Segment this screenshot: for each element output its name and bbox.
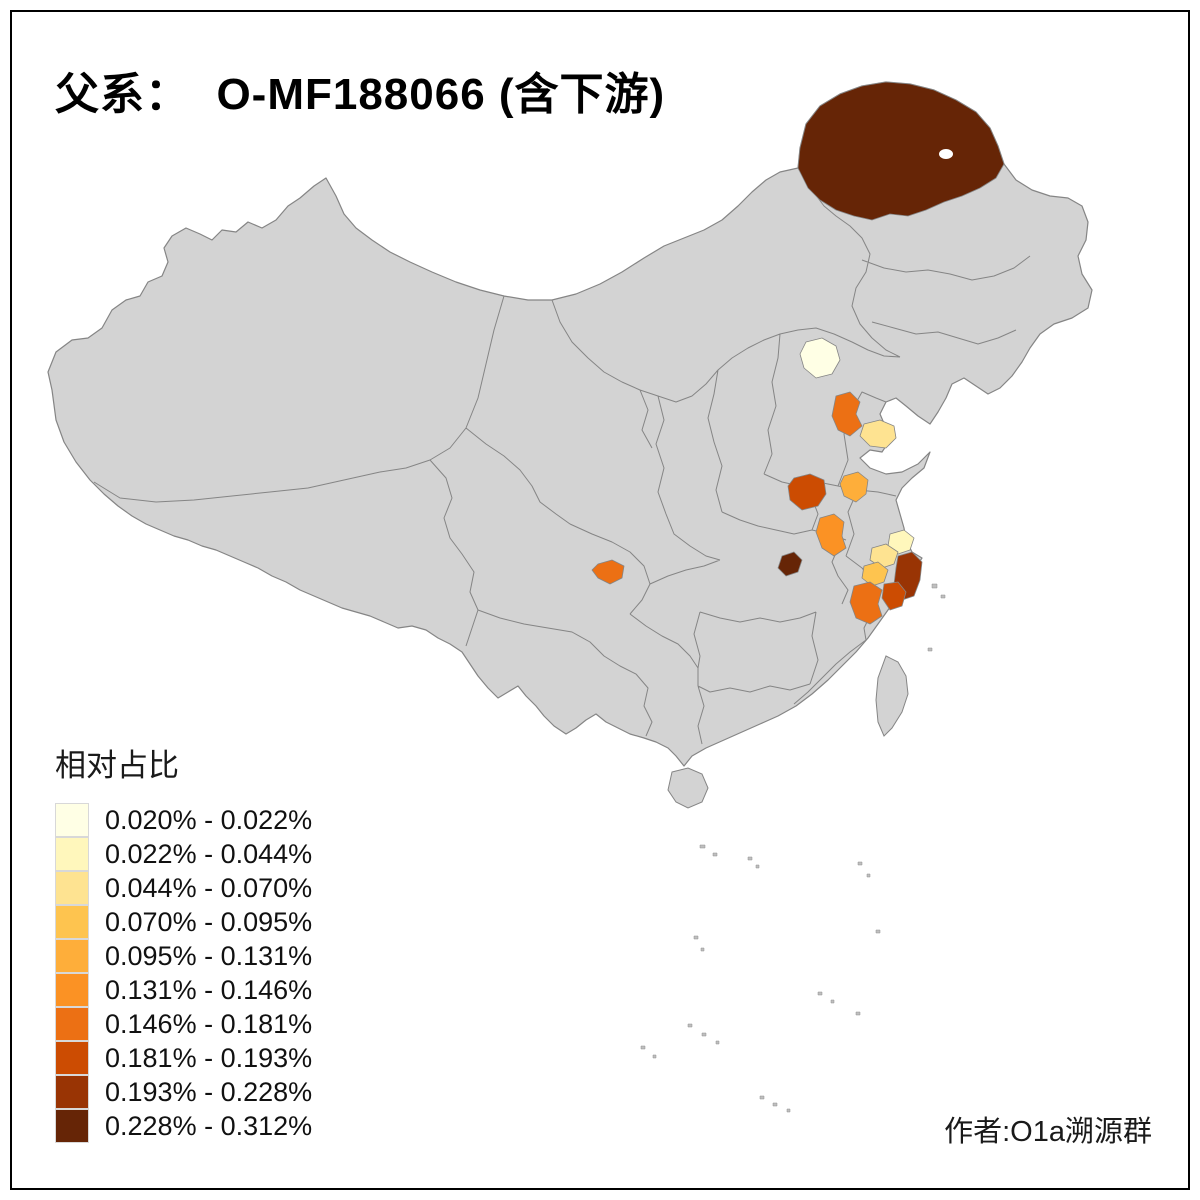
legend-row: 0.131% - 0.146%: [55, 973, 312, 1007]
legend-label: 0.070% - 0.095%: [105, 906, 313, 937]
legend-row: 0.228% - 0.312%: [55, 1109, 312, 1143]
legend-label: 0.022% - 0.044%: [105, 838, 313, 869]
region-beijing-area: [799, 337, 841, 379]
legend-row: 0.022% - 0.044%: [55, 837, 312, 871]
region-central-anhui: [815, 513, 847, 557]
region-central-zhejiang: [881, 581, 907, 611]
scattered-islands: [640, 583, 946, 1113]
legend-label: 0.146% - 0.181%: [105, 1008, 313, 1039]
region-central-hebei: [831, 391, 863, 437]
china-mainland: [47, 81, 1093, 767]
taiwan-island: [875, 655, 909, 737]
legend-label: 0.044% - 0.070%: [105, 872, 313, 903]
page-title: 父系： O-MF188066 (含下游): [55, 70, 666, 119]
region-chongqing-area: [591, 559, 625, 585]
attribution-text: 作者:O1a溯源群: [944, 1116, 1152, 1148]
legend-label: 0.020% - 0.022%: [105, 804, 313, 835]
legend-swatch: [55, 905, 89, 939]
legend-swatch: [55, 871, 89, 905]
legend-row: 0.044% - 0.070%: [55, 871, 312, 905]
legend-label: 0.131% - 0.146%: [105, 974, 313, 1005]
region-north-jiangsu: [839, 471, 869, 503]
legend-swatch: [55, 1007, 89, 1041]
region-north-zhejiang-west: [861, 561, 889, 587]
region-central-hubei: [777, 551, 803, 577]
legend-label: 0.228% - 0.312%: [105, 1110, 313, 1141]
region-east-shandong: [859, 419, 897, 449]
province-borders: [93, 167, 1031, 745]
legend-row: 0.193% - 0.228%: [55, 1075, 312, 1109]
legend-row: 0.146% - 0.181%: [55, 1007, 312, 1041]
legend-row: 0.095% - 0.131%: [55, 939, 312, 973]
lake-in-hulunbuir: [939, 149, 953, 159]
legend-swatch: [55, 1109, 89, 1143]
legend-row: 0.020% - 0.022%: [55, 803, 312, 837]
legend-label: 0.181% - 0.193%: [105, 1042, 313, 1073]
legend-title: 相对占比: [55, 748, 179, 783]
legend-swatch: [55, 939, 89, 973]
legend-swatch: [55, 803, 89, 837]
region-north-henan: [787, 473, 827, 511]
legend-swatch: [55, 837, 89, 871]
legend-swatch: [55, 1041, 89, 1075]
hainan-island: [667, 767, 709, 809]
region-west-zhejiang: [849, 581, 883, 625]
legend-row: 0.070% - 0.095%: [55, 905, 312, 939]
legend-swatch: [55, 973, 89, 1007]
region-northeast-hulunbuir: [797, 81, 1005, 221]
legend-label: 0.193% - 0.228%: [105, 1076, 313, 1107]
legend-label: 0.095% - 0.131%: [105, 940, 313, 971]
legend-row: 0.181% - 0.193%: [55, 1041, 312, 1075]
highlighted-regions: [591, 81, 1005, 625]
legend-swatch: [55, 1075, 89, 1109]
legend: 相对占比 0.020% - 0.022% 0.022% - 0.044% 0.0…: [55, 740, 312, 1143]
